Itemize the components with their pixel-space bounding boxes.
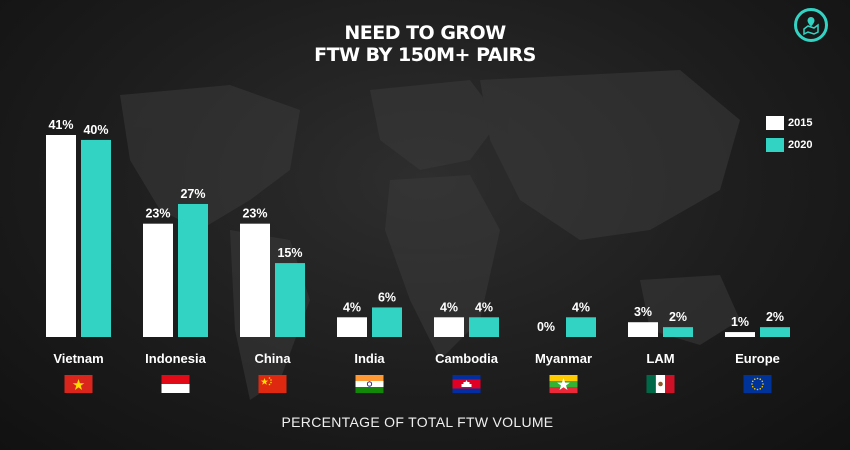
data-label-cambodia-2020: 4% (475, 300, 493, 314)
bar-india-2015 (337, 317, 367, 337)
bar-china-2015 (240, 223, 270, 337)
chart-legend: 2015 2020 (766, 112, 812, 156)
bar-vietnam-2020 (81, 139, 111, 337)
data-label-lam-2020: 2% (669, 310, 687, 324)
data-label-vietnam-2020: 40% (83, 123, 108, 137)
bar-cambodia-2015 (434, 317, 464, 337)
category-label-cambodia: Cambodia (435, 351, 499, 366)
data-label-myanmar-2015: 0% (537, 320, 555, 334)
category-label-vietnam: Vietnam (53, 351, 103, 366)
bar-vietnam-2015 (46, 135, 76, 337)
legend-swatch-2015 (766, 116, 784, 130)
bar-lam-2015 (628, 322, 658, 337)
data-label-indonesia-2020: 27% (180, 187, 205, 201)
category-label-lam: LAM (646, 351, 674, 366)
data-label-europe-2020: 2% (766, 310, 784, 324)
data-label-china-2015: 23% (242, 207, 267, 221)
chart-title-line1: NEED TO GROW (344, 22, 506, 44)
bar-europe-2015 (725, 332, 755, 337)
myanmar-flag-icon (549, 375, 578, 393)
map-pin-icon (794, 8, 828, 42)
legend-item-2020: 2020 (766, 134, 812, 156)
category-label-china: China (254, 351, 291, 366)
data-label-myanmar-2020: 4% (572, 300, 590, 314)
category-label-europe: Europe (735, 351, 780, 366)
category-label-myanmar: Myanmar (535, 351, 592, 366)
bar-indonesia-2020 (178, 203, 208, 337)
legend-label-2020: 2020 (788, 139, 813, 151)
chart-title-line2: FTW BY 150M+ PAIRS (314, 44, 536, 66)
legend-label-2015: 2015 (788, 117, 813, 129)
data-label-india-2015: 4% (343, 300, 361, 314)
data-label-lam-2015: 3% (634, 305, 652, 319)
legend-item-2015: 2015 (766, 112, 812, 134)
china-flag-icon (258, 375, 287, 393)
bar-india-2020 (372, 307, 402, 337)
data-label-china-2020: 15% (277, 246, 302, 260)
cambodia-flag-icon (452, 375, 481, 393)
category-label-india: India (354, 351, 385, 366)
data-label-vietnam-2015: 41% (48, 118, 73, 132)
bar-indonesia-2015 (143, 223, 173, 337)
bar-china-2020 (275, 263, 305, 337)
data-label-cambodia-2015: 4% (440, 300, 458, 314)
vietnam-flag-icon (64, 375, 93, 393)
data-label-indonesia-2015: 23% (145, 207, 170, 221)
data-label-india-2020: 6% (378, 290, 396, 304)
eu-flag-icon (743, 375, 772, 393)
india-flag-icon (355, 375, 384, 393)
bar-lam-2020 (663, 327, 693, 337)
data-label-europe-2015: 1% (731, 315, 749, 329)
mexico-flag-icon (646, 375, 675, 393)
indonesia-flag-icon (161, 375, 190, 393)
bar-cambodia-2020 (469, 317, 499, 337)
bar-europe-2020 (760, 327, 790, 337)
category-label-indonesia: Indonesia (145, 351, 206, 366)
legend-swatch-2020 (766, 138, 784, 152)
chart-footer-caption: PERCENTAGE OF TOTAL FTW VOLUME (281, 414, 554, 430)
bar-myanmar-2020 (566, 317, 596, 337)
